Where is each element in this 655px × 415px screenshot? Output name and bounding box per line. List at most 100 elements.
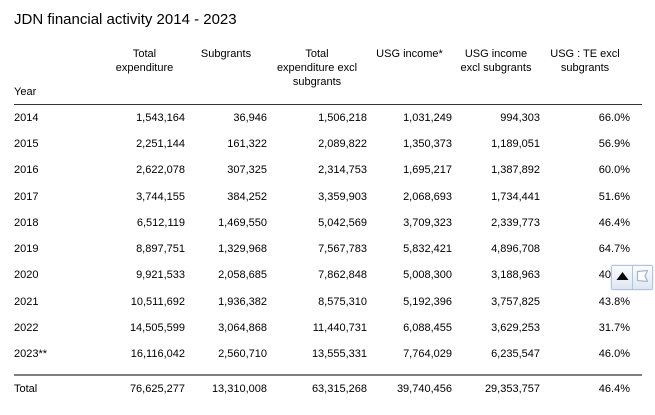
cell-value: 2,251,144: [136, 137, 185, 150]
annotation-toolbar: [611, 265, 653, 290]
cell-value: 3,757,825: [491, 295, 540, 308]
cell-value: 8,575,310: [318, 295, 367, 308]
cell-total-value: 63,315,268: [267, 374, 367, 402]
cell-year: 2014: [14, 111, 39, 124]
triangle-marker-button[interactable]: [612, 266, 632, 289]
cell-value: 36,946: [233, 111, 267, 124]
cell-value: 3,709,323: [403, 216, 452, 229]
cell-total-label: Total: [14, 374, 104, 402]
col-header-usg-income: USG income*: [367, 44, 452, 105]
cell-value: 8,897,751: [136, 243, 185, 256]
cell-value: 3,188,963: [491, 269, 540, 282]
cell-total-value: 29,353,757: [452, 374, 540, 402]
cell-total-value: 46.4%: [540, 374, 642, 402]
cell-value: 1,387,892: [491, 164, 540, 177]
cell-year: 2017: [14, 190, 39, 203]
cell-value: 2,068,693: [403, 190, 452, 203]
col-header-subgrants: Subgrants: [185, 44, 267, 105]
cell-value: 1,031,249: [403, 111, 452, 124]
cell-year: 2023**: [14, 348, 48, 361]
cell-value: 43.8%: [598, 295, 630, 308]
cell-value: 2,339,773: [491, 216, 540, 229]
table-row: 2014 1,543,164 36,946 1,506,218 1,031,24…: [14, 104, 642, 131]
cell-value: 5,832,421: [403, 243, 452, 256]
cell-year: 2021: [14, 295, 39, 308]
cell-value: 56.9%: [598, 137, 630, 150]
table-row: 2022 14,505,599 3,064,868 11,440,731 6,0…: [14, 315, 642, 341]
spacer-row: [14, 367, 642, 375]
cell-value: 1,695,217: [403, 164, 452, 177]
page-title: JDN financial activity 2014 - 2023: [14, 11, 237, 28]
cell-value: 3,359,903: [318, 190, 367, 203]
cell-value: 161,322: [227, 137, 267, 150]
cell-value: 31.7%: [598, 322, 630, 335]
table-row: 2020 9,921,533 2,058,685 7,862,848 5,008…: [14, 262, 642, 288]
cell-value: 994,303: [500, 111, 540, 124]
cell-value: 3,064,868: [218, 322, 267, 335]
flag-marker-icon: [634, 267, 651, 288]
cell-value: 5,042,569: [318, 216, 367, 229]
cell-value: 16,116,042: [130, 348, 185, 361]
cell-value: 4,896,708: [491, 243, 540, 256]
triangle-marker-icon: [615, 269, 630, 286]
cell-value: 1,350,373: [403, 137, 452, 150]
table-row: 2017 3,744,155 384,252 3,359,903 2,068,6…: [14, 183, 642, 209]
cell-value: 2,622,078: [136, 164, 185, 177]
cell-total-value: 13,310,008: [185, 374, 267, 402]
cell-value: 3,629,253: [491, 322, 540, 335]
cell-value: 5,192,396: [403, 295, 452, 308]
cell-value: 66.0%: [598, 111, 630, 124]
cell-value: 1,936,382: [218, 295, 267, 308]
cell-value: 384,252: [227, 190, 267, 203]
table-row: 2023** 16,116,042 2,560,710 13,555,331 7…: [14, 341, 642, 367]
cell-value: 6,512,119: [136, 216, 185, 229]
cell-value: 1,506,218: [318, 111, 367, 124]
cell-value: 1,329,968: [218, 243, 267, 256]
cell-year: 2022: [14, 322, 39, 335]
total-row: Total 76,625,277 13,310,008 63,315,268 3…: [14, 374, 642, 402]
cell-value: 46.0%: [598, 348, 630, 361]
cell-value: 6,088,455: [403, 322, 452, 335]
cell-value: 6,235,547: [491, 348, 540, 361]
col-header-year: Year: [14, 44, 104, 105]
cell-value: 11,440,731: [312, 322, 367, 335]
cell-value: 7,764,029: [403, 348, 452, 361]
cell-value: 7,862,848: [318, 269, 367, 282]
col-header-total-expenditure: Total expenditure: [104, 44, 185, 105]
cell-value: 3,744,155: [136, 190, 185, 203]
cell-year: 2016: [14, 164, 39, 177]
cell-value: 5,008,300: [403, 269, 452, 282]
cell-value: 14,505,599: [129, 322, 185, 335]
table-row: 2015 2,251,144 161,322 2,089,822 1,350,3…: [14, 131, 642, 157]
flag-marker-button[interactable]: [632, 266, 652, 289]
cell-value: 2,560,710: [218, 348, 267, 361]
cell-value: 1,189,051: [491, 137, 540, 150]
cell-value: 60.0%: [598, 164, 630, 177]
cell-total-value: 76,625,277: [104, 374, 185, 402]
cell-value: 1,469,550: [218, 216, 267, 229]
cell-total-value: 39,740,456: [367, 374, 452, 402]
cell-year: 2015: [14, 137, 39, 150]
header-row: Year Total expenditure Subgrants Total e…: [14, 44, 642, 105]
table-row: 2018 6,512,119 1,469,550 5,042,569 3,709…: [14, 210, 642, 236]
cell-value: 10,511,692: [130, 295, 185, 308]
cell-value: 2,314,753: [318, 164, 367, 177]
cell-value: 64.7%: [598, 243, 630, 256]
cell-value: 51.6%: [598, 190, 630, 203]
cell-value: 13,555,331: [311, 348, 367, 361]
col-header-usg-te-ratio: USG : TE excl subgrants: [540, 44, 642, 105]
cell-value: 307,325: [227, 164, 267, 177]
cell-year: 2020: [14, 269, 39, 282]
table-row: 2021 10,511,692 1,936,382 8,575,310 5,19…: [14, 289, 642, 315]
cell-value: 9,921,533: [136, 269, 185, 282]
col-header-usg-excl-subgrants: USG income excl subgrants: [452, 44, 540, 105]
table-row: 2019 8,897,751 1,329,968 7,567,783 5,832…: [14, 236, 642, 262]
cell-value: 2,058,685: [218, 269, 267, 282]
financial-table: Year Total expenditure Subgrants Total e…: [14, 44, 642, 402]
cell-year: 2018: [14, 216, 39, 229]
cell-value: 7,567,783: [318, 243, 367, 256]
table-row: 2016 2,622,078 307,325 2,314,753 1,695,2…: [14, 157, 642, 183]
cell-year: 2019: [14, 243, 39, 256]
col-header-te-excl-subgrants: Total expenditure excl subgrants: [267, 44, 367, 105]
